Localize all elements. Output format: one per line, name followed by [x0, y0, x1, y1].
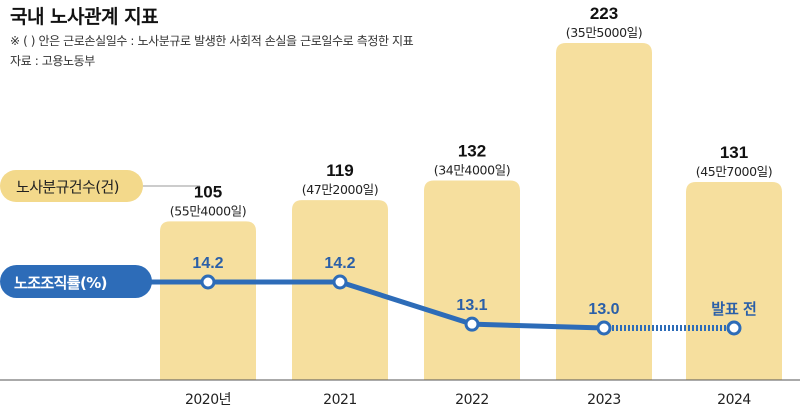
bar-sublabel: (45만7000일)	[696, 164, 772, 179]
bar-value-label: 105	[194, 182, 222, 201]
bar-value-label: 223	[590, 4, 618, 23]
bar-sublabel: (34만4000일)	[434, 163, 510, 178]
source-note: 자료 : 고용노동부	[10, 54, 95, 68]
line-point-3	[596, 320, 612, 336]
line-point-4	[726, 320, 742, 336]
bar-2	[424, 180, 520, 380]
line-value-label: 발표 전	[711, 301, 757, 318]
page-title: 국내 노사관계 지표	[10, 6, 159, 28]
line-point-0	[200, 274, 216, 290]
line-value-label: 14.2	[324, 255, 355, 272]
legend-bar-label: 노사분규건수(건)	[16, 178, 119, 196]
bar-sublabel: (35만5000일)	[566, 25, 642, 40]
bar-sublabel: (47만2000일)	[302, 182, 378, 197]
line-value-label: 13.1	[456, 297, 487, 314]
legend-bar-pill	[0, 170, 143, 202]
bar-0	[160, 221, 256, 380]
x-tick-label: 2022	[455, 392, 489, 408]
bar-1	[292, 200, 388, 380]
x-tick-label: 2024	[717, 392, 751, 408]
x-tick-label: 2023	[587, 392, 621, 408]
line-point-2	[464, 316, 480, 332]
bar-4	[686, 182, 782, 380]
bar-3	[556, 43, 652, 380]
x-tick-label: 2020년	[185, 392, 231, 408]
bar-value-label: 132	[458, 142, 486, 161]
line-series-path	[208, 279, 605, 331]
bar-value-label: 119	[326, 161, 353, 180]
line-point-1	[332, 274, 348, 290]
bar-sublabel: (55만4000일)	[170, 203, 246, 218]
legend-line-pill	[0, 265, 152, 298]
line-value-label: 14.2	[192, 255, 223, 272]
x-tick-label: 2021	[323, 392, 357, 408]
bar-value-label: 131	[720, 143, 748, 162]
legend-line-label: 노조조직률(%)	[14, 274, 107, 292]
line-value-label: 13.0	[588, 301, 619, 318]
chart-note: ※ ( ) 안은 근로손실일수 : 노사분규로 발생한 사회적 손실을 근로일수…	[10, 34, 414, 48]
